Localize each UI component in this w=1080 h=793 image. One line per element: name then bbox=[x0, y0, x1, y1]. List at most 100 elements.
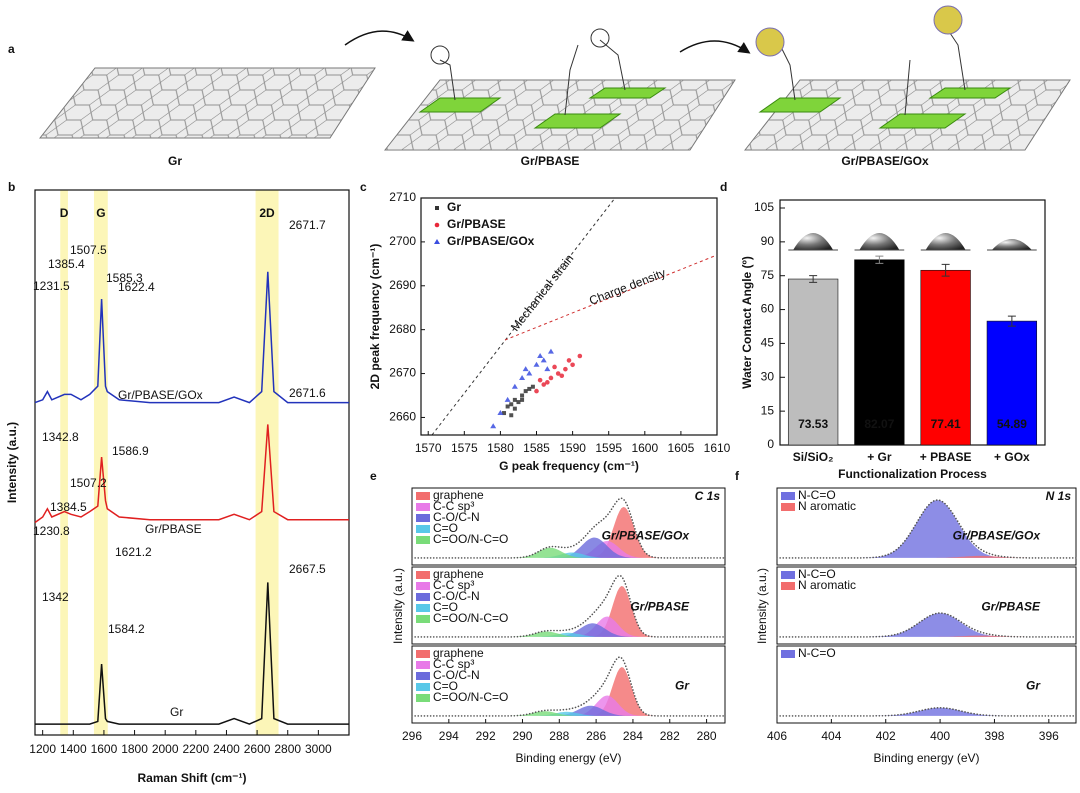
peak-label: 1621.2 bbox=[115, 545, 152, 559]
y-tick-label: 2700 bbox=[389, 234, 416, 248]
marker bbox=[512, 397, 517, 402]
band bbox=[60, 190, 68, 735]
peak-label: 1230.8 bbox=[33, 524, 70, 538]
legend-swatch bbox=[416, 525, 430, 533]
marker bbox=[544, 366, 551, 372]
band-label: D bbox=[60, 206, 69, 220]
droplet bbox=[793, 233, 834, 250]
panel-label: a bbox=[8, 42, 15, 56]
x-axis-label: Binding energy (eV) bbox=[873, 751, 979, 765]
marker bbox=[509, 413, 514, 418]
legend-swatch bbox=[781, 571, 795, 579]
marker bbox=[570, 362, 575, 368]
x-tick-label: 1585 bbox=[523, 441, 550, 455]
caption: Gr/PBASE/GOx bbox=[841, 154, 929, 168]
x-tick-label: 1800 bbox=[121, 742, 148, 756]
plot-frame bbox=[420, 197, 718, 436]
y-tick-label: 105 bbox=[754, 200, 774, 214]
y-axis-label: Intensity (a.u.) bbox=[5, 422, 19, 503]
marker bbox=[497, 410, 504, 416]
legend-swatch bbox=[416, 615, 430, 623]
marker bbox=[559, 373, 565, 379]
peak-label: 2671.7 bbox=[289, 218, 326, 232]
peak-label: 1231.5 bbox=[33, 279, 70, 293]
x-tick-label: 1600 bbox=[631, 441, 658, 455]
x-tick-label: 2000 bbox=[152, 742, 179, 756]
measured-envelope bbox=[411, 574, 726, 638]
pyrene bbox=[878, 113, 967, 129]
measured-envelope bbox=[776, 499, 1077, 559]
band bbox=[255, 190, 279, 735]
legend-swatch bbox=[416, 661, 430, 669]
y-tick-label: 2670 bbox=[389, 366, 416, 380]
series-label: Gr/PBASE/GOx bbox=[118, 388, 203, 402]
peak-label: 2667.5 bbox=[289, 562, 326, 576]
droplet bbox=[859, 233, 900, 250]
x-tick-label: + PBASE bbox=[920, 450, 972, 464]
legend-label: N aromatic bbox=[798, 499, 856, 513]
legend-label: N-C=O bbox=[798, 488, 836, 502]
arrow bbox=[679, 40, 751, 54]
x-tick-label: 1575 bbox=[451, 441, 478, 455]
legend-swatch bbox=[781, 492, 795, 500]
panel-label: f bbox=[735, 469, 740, 483]
y-tick-label: 45 bbox=[761, 336, 775, 350]
marker bbox=[533, 361, 540, 367]
caption: Gr/PBASE bbox=[521, 154, 580, 168]
marker bbox=[526, 370, 533, 376]
marker bbox=[540, 357, 547, 363]
x-tick-label: 286 bbox=[586, 729, 606, 743]
subplot-frame bbox=[411, 645, 726, 724]
y-tick-label: 0 bbox=[767, 437, 774, 451]
legend-symbol bbox=[435, 206, 439, 210]
legend-swatch bbox=[416, 536, 430, 544]
fit-component bbox=[777, 613, 1076, 637]
legend-label: N-C=O bbox=[798, 646, 836, 660]
marker bbox=[511, 383, 518, 389]
value-label: 73.53 bbox=[798, 417, 828, 431]
error-bar bbox=[1007, 315, 1016, 327]
legend-label: N-C=O bbox=[798, 567, 836, 581]
droplet bbox=[991, 239, 1032, 250]
spectrum-title: N 1s bbox=[1046, 489, 1072, 503]
marker bbox=[509, 402, 514, 407]
x-tick-label: 2200 bbox=[182, 742, 209, 756]
fit-component bbox=[777, 555, 1076, 558]
x-tick-label: 2600 bbox=[244, 742, 271, 756]
legend-swatch bbox=[416, 683, 430, 691]
y-tick-label: 2680 bbox=[389, 322, 416, 336]
strain-line bbox=[431, 197, 616, 436]
annotation: Mechanical strain bbox=[508, 252, 577, 334]
x-tick-label: 1600 bbox=[91, 742, 118, 756]
marker bbox=[555, 371, 561, 376]
pyrene bbox=[588, 87, 667, 99]
marker bbox=[520, 397, 525, 402]
legend-swatch bbox=[416, 582, 430, 590]
panel-label: d bbox=[720, 180, 727, 194]
legend-swatch bbox=[781, 503, 795, 511]
marker bbox=[577, 353, 583, 359]
legend-label: C=OO/N-C=O bbox=[433, 532, 508, 546]
legend-label: C=O bbox=[433, 600, 458, 614]
error-bar bbox=[875, 255, 884, 264]
succinimide bbox=[590, 28, 610, 48]
legend-label: graphene bbox=[433, 567, 484, 581]
legend-label: C-O/C-N bbox=[433, 668, 480, 682]
pyrene bbox=[928, 87, 1012, 99]
legend-label: Gr bbox=[447, 200, 461, 214]
legend-swatch bbox=[416, 694, 430, 702]
x-tick-label: 1200 bbox=[29, 742, 56, 756]
sample-label: Gr/PBASE/GOx bbox=[953, 529, 1042, 543]
x-tick-label: 290 bbox=[512, 729, 532, 743]
sample-label: Gr/PBASE bbox=[630, 600, 690, 614]
marker bbox=[547, 348, 554, 354]
pyrene bbox=[758, 97, 842, 113]
arrow bbox=[344, 30, 415, 46]
linker bbox=[779, 29, 966, 116]
x-tick-label: 296 bbox=[402, 729, 422, 743]
panel-label: b bbox=[8, 180, 15, 194]
legend-label: C=OO/N-C=O bbox=[433, 690, 508, 704]
sample-label: Gr bbox=[675, 679, 690, 693]
peak-label: 1342.8 bbox=[42, 430, 79, 444]
